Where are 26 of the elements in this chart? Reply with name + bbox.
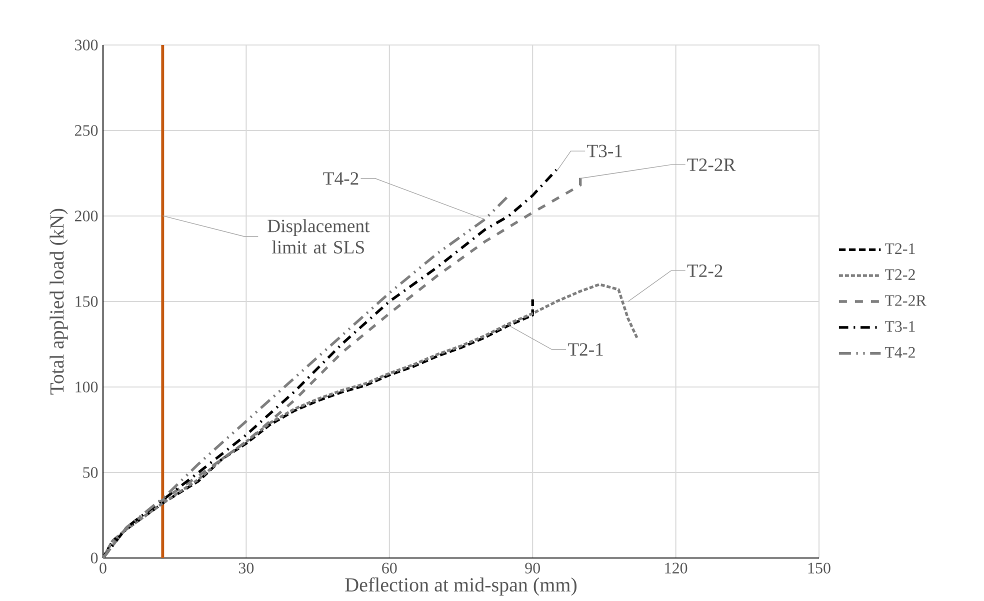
x-tick-label: 30	[238, 562, 254, 574]
ref-line-label: Displacement limit at SLS	[268, 219, 370, 254]
y-axis-title: Total applied load (kN)	[50, 208, 68, 395]
x-tick-label: 150	[808, 562, 830, 574]
legend-label: T2-1	[884, 243, 915, 254]
x-tick-label: 90	[525, 562, 540, 574]
legend-label: T2-2R	[884, 295, 926, 306]
y-tick-label: 250	[75, 125, 98, 136]
y-tick-label: 300	[75, 40, 98, 50]
x-tick-label: 120	[665, 562, 688, 574]
x-tick-label: 60	[382, 562, 397, 574]
x-axis-title: Deflection at mid-span (mm)	[345, 577, 577, 596]
annotation: T2-2	[687, 264, 722, 277]
x-tick-label: 0	[100, 562, 106, 574]
legend-label: T4-2	[884, 347, 915, 358]
legend-label: T2-2	[884, 269, 915, 280]
annotation: T2-1	[568, 343, 603, 356]
annotation: T4-2	[323, 172, 358, 185]
y-tick-label: 150	[76, 296, 98, 307]
y-tick-label: 100	[76, 382, 98, 392]
y-tick-label: 200	[75, 210, 98, 222]
legend-label: T3-1	[884, 321, 915, 332]
annotation: T2-2R	[687, 158, 736, 171]
y-tick-label: 50	[83, 467, 98, 478]
annotation: T3-1	[587, 144, 622, 158]
y-tick-label: 0	[90, 552, 98, 564]
